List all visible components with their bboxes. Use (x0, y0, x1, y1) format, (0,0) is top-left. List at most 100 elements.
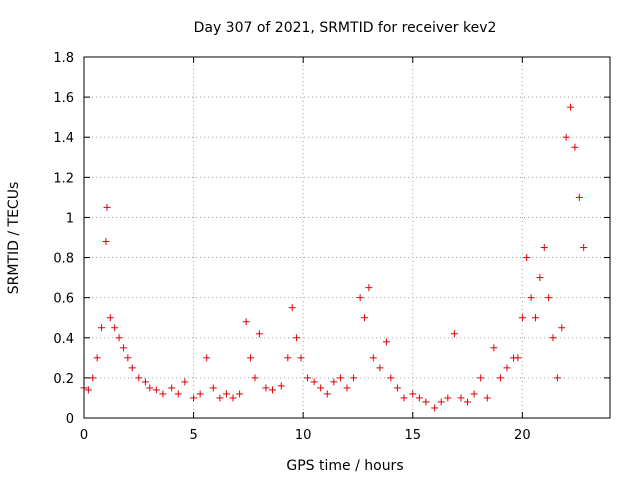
data-point (209, 384, 217, 392)
data-point (540, 244, 548, 252)
data-point (196, 390, 204, 398)
data-point (152, 386, 160, 394)
data-points (80, 103, 588, 412)
data-point (216, 394, 224, 402)
data-point (159, 390, 167, 398)
data-point (422, 398, 430, 406)
data-point (236, 390, 244, 398)
data-point (531, 314, 539, 322)
data-point (330, 378, 338, 386)
data-point (553, 374, 561, 382)
plot-frame (83, 56, 611, 419)
data-point (98, 324, 106, 332)
data-point (431, 404, 439, 412)
data-point (490, 344, 498, 352)
data-point (575, 193, 583, 201)
data-point (549, 334, 557, 342)
data-point (317, 384, 325, 392)
data-point (437, 398, 445, 406)
y-tick-label: 1.8 (53, 51, 74, 66)
y-tick-label: 1 (66, 211, 74, 226)
y-tick-label: 1.4 (53, 131, 74, 146)
data-point (567, 103, 575, 111)
tick-labels: 0 5 10 15 20 0 0.2 0.4 0.6 0.8 1 1.2 1.4 1.6 1.8 (53, 51, 530, 443)
data-point (562, 133, 570, 141)
data-point (356, 294, 364, 302)
data-point (580, 244, 588, 252)
grid (84, 57, 610, 418)
data-point (89, 374, 97, 382)
data-point (369, 354, 377, 362)
data-point (310, 378, 318, 386)
chart-title: Day 307 of 2021, SRMTID for receiver kev… (194, 20, 497, 36)
data-point (181, 378, 189, 386)
data-point (84, 386, 92, 394)
data-point (409, 390, 417, 398)
data-point (514, 354, 522, 362)
data-point (262, 384, 270, 392)
data-point (571, 143, 579, 151)
data-point (268, 386, 276, 394)
data-point (93, 354, 101, 362)
data-point (457, 394, 465, 402)
data-point (365, 284, 373, 292)
data-point (297, 354, 305, 362)
data-point (255, 330, 263, 338)
data-point (146, 384, 154, 392)
x-axis-title: GPS time / hours (286, 458, 403, 474)
data-point (518, 314, 526, 322)
x-tick-label: 5 (189, 428, 197, 443)
data-point (293, 334, 301, 342)
x-tick-label: 20 (514, 428, 531, 443)
data-point (174, 390, 182, 398)
data-point (222, 390, 230, 398)
y-tick-label: 0.6 (53, 292, 74, 307)
data-point (229, 394, 237, 402)
data-point (464, 398, 472, 406)
data-point (527, 294, 535, 302)
data-point (503, 364, 511, 372)
data-point (106, 314, 114, 322)
data-point (251, 374, 259, 382)
data-point (141, 378, 149, 386)
data-point (288, 304, 296, 312)
data-point (558, 324, 566, 332)
data-point (523, 254, 531, 262)
y-tick-label: 0.8 (53, 252, 74, 267)
data-point (247, 354, 255, 362)
data-point (277, 382, 285, 390)
axis-ticks (83, 56, 610, 419)
data-point (203, 354, 211, 362)
data-point (304, 374, 312, 382)
data-point (496, 374, 504, 382)
data-point (343, 384, 351, 392)
data-point (545, 294, 553, 302)
data-point (323, 390, 331, 398)
data-point (115, 334, 123, 342)
data-point (387, 374, 395, 382)
data-point (336, 374, 344, 382)
data-point (400, 394, 408, 402)
y-tick-label: 0 (66, 412, 74, 427)
data-point (450, 330, 458, 338)
data-point (242, 318, 250, 326)
data-point (168, 384, 176, 392)
data-point (119, 344, 127, 352)
data-point (190, 394, 198, 402)
data-point (376, 364, 384, 372)
data-point (135, 374, 143, 382)
data-point (470, 390, 478, 398)
y-tick-label: 1.2 (53, 171, 74, 186)
data-point (350, 374, 358, 382)
x-tick-label: 10 (295, 428, 312, 443)
data-point (444, 394, 452, 402)
y-tick-label: 0.4 (53, 332, 74, 347)
y-tick-label: 1.6 (53, 91, 74, 106)
data-point (128, 364, 136, 372)
data-point (382, 338, 390, 346)
x-tick-label: 0 (80, 428, 88, 443)
x-tick-label: 15 (404, 428, 421, 443)
data-point (284, 354, 292, 362)
y-axis-title: SRMTID / TECUs (6, 182, 22, 295)
